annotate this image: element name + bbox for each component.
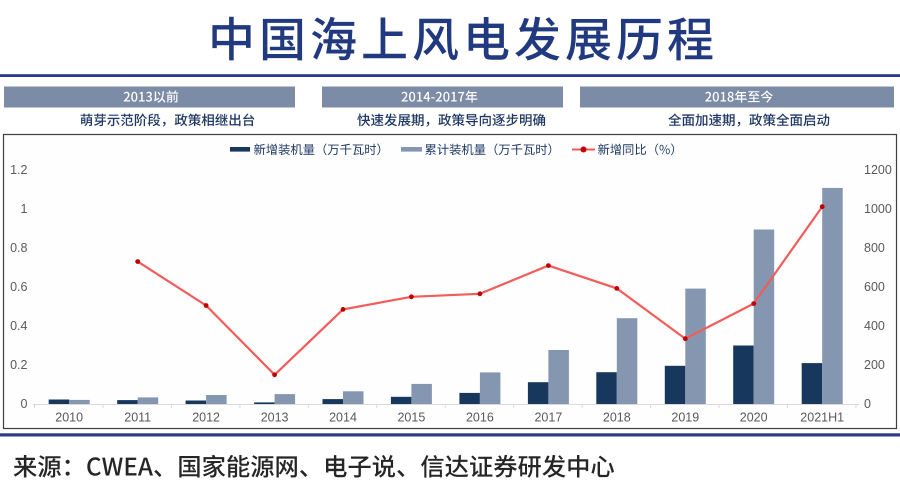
svg-text:2010: 2010 xyxy=(55,411,83,425)
svg-text:1000: 1000 xyxy=(864,202,892,216)
svg-text:2012: 2012 xyxy=(192,411,220,425)
svg-text:1.2: 1.2 xyxy=(10,163,27,177)
svg-text:0.8: 0.8 xyxy=(10,241,27,255)
svg-text:0: 0 xyxy=(21,397,28,411)
svg-text:2013: 2013 xyxy=(261,411,289,425)
svg-text:800: 800 xyxy=(864,241,885,255)
svg-text:1200: 1200 xyxy=(864,163,892,177)
svg-text:2020: 2020 xyxy=(740,411,768,425)
svg-text:2018: 2018 xyxy=(603,411,631,425)
svg-text:2011: 2011 xyxy=(124,411,151,425)
svg-text:2014: 2014 xyxy=(329,411,357,425)
svg-text:0.4: 0.4 xyxy=(10,319,27,333)
svg-text:1: 1 xyxy=(21,202,28,216)
svg-text:0.2: 0.2 xyxy=(10,358,27,372)
svg-text:2021H1: 2021H1 xyxy=(800,411,844,425)
svg-text:2017: 2017 xyxy=(534,411,562,425)
svg-text:200: 200 xyxy=(864,358,885,372)
svg-text:600: 600 xyxy=(864,280,885,294)
svg-text:400: 400 xyxy=(864,319,885,333)
svg-text:0: 0 xyxy=(864,397,871,411)
svg-text:2016: 2016 xyxy=(466,411,494,425)
svg-text:0.6: 0.6 xyxy=(10,280,27,294)
svg-text:2015: 2015 xyxy=(397,411,425,425)
svg-text:2019: 2019 xyxy=(671,411,699,425)
